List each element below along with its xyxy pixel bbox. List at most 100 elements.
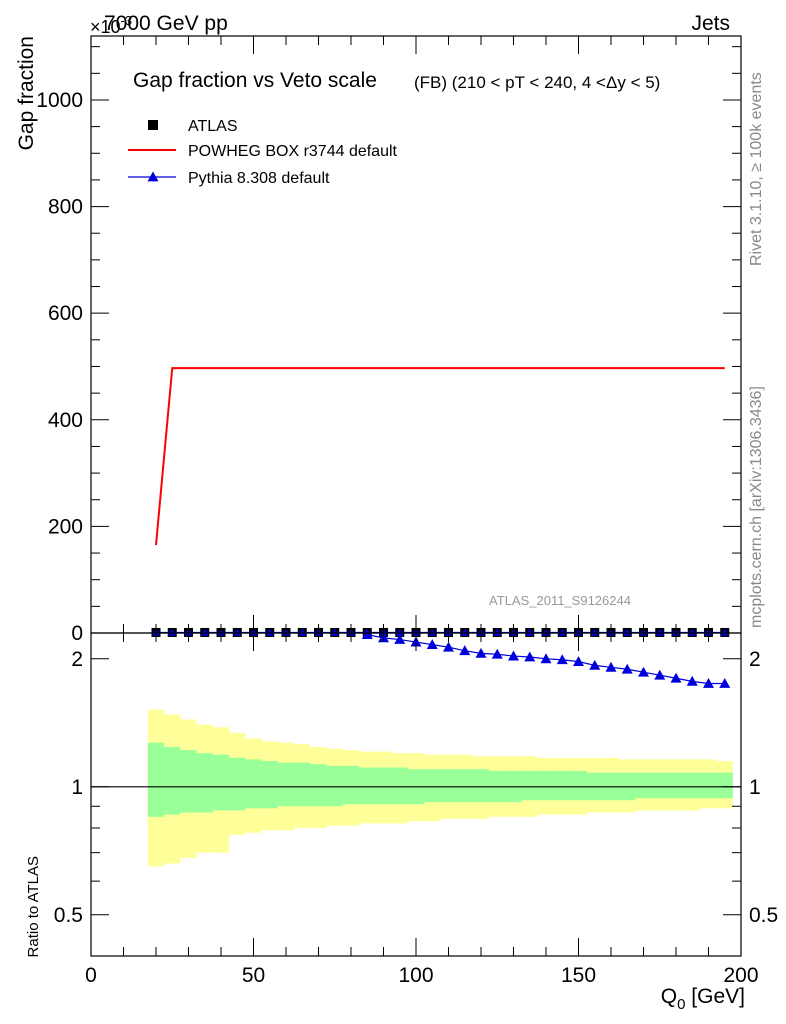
pythia-data-point [460,628,469,636]
band-stat-bin [716,772,733,799]
band-stat-bin [684,772,701,799]
x-tick-label: 0 [85,964,97,987]
band-stat-bin [294,762,311,807]
pythia-ratio-point [540,653,552,664]
main-y-tick-label: 800 [48,196,83,219]
pythia-ratio-point [426,639,438,649]
main-y-tick-label: 0 [71,622,83,645]
band-stat-bin [359,767,376,805]
plot-subtitle: (FB) (210 < pT < 240, 4 <Δy < 5) [414,73,660,92]
ratio-y-tick-label: 2 [71,648,83,671]
band-stat-bin [261,760,278,809]
legend-label: POWHEG BOX r3744 default [188,143,398,160]
pythia-data-point [688,628,697,636]
pythia-data-point [395,628,404,636]
band-stat-bin [635,772,652,799]
pythia-ratio-point [524,651,536,662]
pythia-ratio-point [589,659,601,670]
legend-atlas-marker [148,120,158,130]
pythia-data-point [428,628,437,636]
pythia-data-point [493,628,502,636]
x-axis-label: Q0 [GeV] [661,985,745,1013]
legend-label: Pythia 8.308 default [188,170,330,187]
ratio-y-tick-label-right: 2 [749,648,761,671]
pythia-data-point [525,628,534,636]
pythia-ratio-point [508,650,519,661]
x-tick-label: 200 [723,964,758,987]
pythia-data-point [298,628,307,636]
pythia-data-point [168,628,177,636]
x-tick-label: 150 [561,964,596,987]
band-stat-bin [229,757,246,811]
pythia-ratio-point [719,677,731,688]
band-stat-bin [277,762,295,807]
plot-title: Gap fraction vs Veto scale [133,69,377,92]
main-y-tick-label: 600 [48,302,83,325]
band-stat-bin [651,772,668,799]
pythia-data-point [655,628,664,636]
ratio-plot-marks [361,633,731,688]
pythia-ratio-point [491,648,503,659]
pythia-ratio-point [443,641,454,652]
main-y-axis-label: Gap fraction [15,36,38,150]
band-stat-bin [326,765,343,807]
band-stat-bin [537,770,555,801]
legend-label: ATLAS [188,118,238,135]
band-stat-bin [440,769,457,803]
pythia-data-point [330,628,339,636]
analysis-watermark: ATLAS_2011_S9126244 [489,593,631,608]
rivet-label: Rivet 3.1.10, ≥ 100k events [748,72,765,266]
band-stat-bin [212,754,230,811]
band-stat-bin [147,742,165,817]
pythia-data-point [558,628,567,636]
pythia-ratio-point [556,654,568,665]
uncertainty-bands [91,709,741,867]
legend: ATLAS POWHEG BOX r3744 default Pythia 8.30… [128,118,398,187]
legend-pythia-marker [147,171,159,182]
pythia-data-point [233,628,242,636]
ratio-y-tick-label-right: 0.5 [749,904,778,927]
band-stat-bin [456,769,473,803]
band-stat-bin [245,759,262,809]
category-label: Jets [691,12,730,35]
band-stat-bin [424,769,441,803]
band-stat-bin [570,770,587,801]
band-stat-bin [667,772,685,799]
pythia-data-point [200,628,209,636]
mcplots-label: mcplots.cern.ch [arXiv:1306.3436] [748,386,765,628]
band-stat-bin [375,767,392,805]
pythia-ratio-point [621,663,633,674]
ratio-series-group [361,633,731,688]
energy-label: 7000 GeV pp [104,12,228,35]
pythia-ratio-point [638,666,649,677]
pythia-ratio-point [605,661,617,672]
x-tick-label: 50 [242,964,265,987]
pythia-ratio-point [573,656,584,666]
band-stat-bin [164,747,181,815]
ratio-y-tick-label: 0.5 [54,904,83,927]
band-stat-bin [196,753,213,813]
pythia-ratio-point [670,672,682,683]
axis-ticks: 0 200 400 600 800 1000 0 50 100 150 200 0.5 0.5 1 1 2 2 [36,36,778,987]
pythia-ratio-point [686,675,698,686]
pythia-data-point [265,628,274,636]
pythia-ratio-point [475,647,487,658]
pythia-ratio-point [459,645,471,656]
band-stat-bin [700,772,717,799]
x-tick-label: 100 [398,964,433,987]
powheg-line [155,367,725,546]
pythia-data-point [623,628,632,636]
ratio-y-tick-label: 1 [71,776,83,799]
main-y-tick-label: 400 [48,409,83,432]
pythia-data-point [720,628,729,636]
pythia-ratio-line [361,633,725,685]
band-stat-bin [391,767,408,805]
pythia-ratio-point [654,669,666,680]
main-y-tick-label: 1000 [36,89,83,112]
band-stat-bin [521,770,538,801]
pythia-ratio-point [703,677,714,688]
ratio-y-tick-label-right: 1 [749,776,761,799]
main-plot-marks [151,367,730,637]
pythia-data-point [590,628,599,636]
